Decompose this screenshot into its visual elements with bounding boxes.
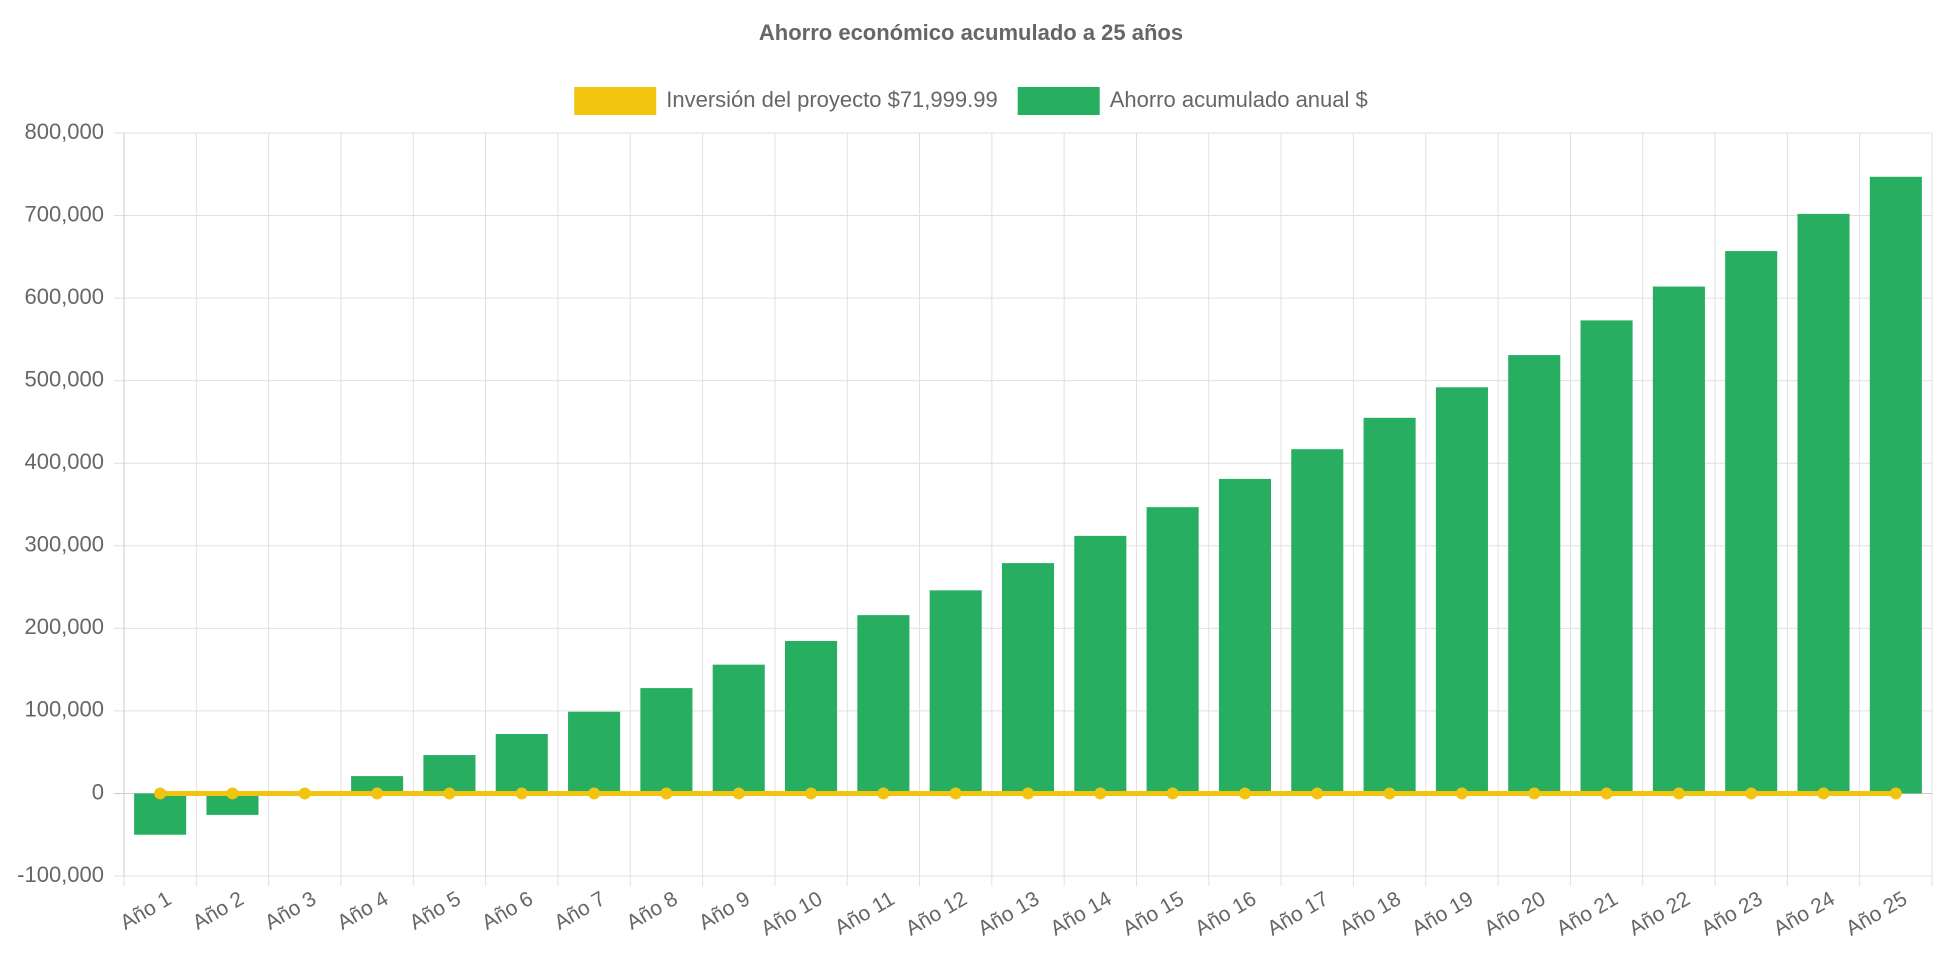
bar — [1291, 449, 1344, 794]
x-tick-label: Año 7 — [550, 887, 609, 934]
y-tick-label: 0 — [92, 779, 104, 804]
legend-swatch[interactable] — [574, 87, 657, 115]
y-tick-label: 300,000 — [24, 532, 104, 557]
x-tick-label: Año 3 — [261, 887, 320, 934]
point — [877, 787, 890, 800]
x-tick-label: Año 13 — [974, 887, 1043, 940]
point — [1889, 787, 1902, 800]
point — [1166, 787, 1179, 800]
bar — [1001, 563, 1055, 794]
point — [1022, 787, 1034, 800]
x-tick-label: Año 24 — [1770, 887, 1839, 940]
x-tick-label: Año 22 — [1625, 887, 1694, 940]
point — [1455, 787, 1468, 800]
chart-title: Ahorro económico acumulado a 25 años — [759, 20, 1183, 45]
x-tick-label: Año 25 — [1842, 887, 1911, 940]
bar — [640, 688, 693, 794]
x-tick-label: Año 5 — [406, 887, 465, 934]
bar — [351, 776, 404, 794]
point — [1238, 787, 1251, 800]
y-tick-label: 800,000 — [24, 119, 104, 144]
y-tick-label: 700,000 — [24, 201, 104, 226]
point — [732, 787, 745, 800]
x-tick-label: Año 21 — [1553, 887, 1622, 940]
x-tick-label: Año 2 — [189, 887, 248, 934]
point — [1094, 787, 1107, 800]
bar — [1146, 507, 1199, 794]
x-tick-label: Año 6 — [478, 887, 537, 934]
x-tick-label: Año 4 — [333, 887, 392, 935]
x-tick-label: Año 17 — [1263, 887, 1332, 940]
y-tick-label: 100,000 — [24, 697, 104, 722]
y-tick-label: 600,000 — [24, 284, 104, 309]
point — [154, 787, 167, 800]
bar — [1508, 355, 1561, 794]
x-tick-label: Año 10 — [757, 887, 826, 940]
point — [805, 787, 818, 800]
bar — [568, 711, 621, 794]
bar — [1580, 320, 1633, 794]
point — [1528, 787, 1541, 800]
bar — [712, 664, 765, 794]
x-tick-label: Año 14 — [1046, 887, 1115, 940]
x-tick-label: Año 18 — [1336, 887, 1405, 940]
point — [1817, 787, 1830, 800]
x-tick-label: Año 19 — [1408, 887, 1477, 940]
x-tick-label: Año 11 — [831, 887, 899, 939]
legend-swatch[interactable] — [1017, 87, 1100, 115]
bar — [423, 755, 476, 794]
point — [1311, 787, 1324, 800]
x-tick-label: Año 23 — [1697, 887, 1766, 940]
x-tick-label: Año 9 — [695, 887, 754, 934]
bar — [1363, 417, 1416, 794]
y-tick-label: -100,000 — [17, 862, 104, 887]
y-tick-label: 500,000 — [24, 366, 104, 391]
point — [949, 787, 962, 800]
bar — [1797, 213, 1850, 794]
legend-label[interactable]: Inversión del proyecto $71,999.99 — [666, 87, 997, 112]
x-tick-label: Año 16 — [1191, 887, 1260, 940]
legend-label[interactable]: Ahorro acumulado anual $ — [1110, 87, 1368, 112]
y-tick-label: 400,000 — [24, 449, 104, 474]
bar — [857, 615, 910, 794]
bar — [1218, 478, 1271, 794]
point — [588, 787, 601, 800]
point — [1600, 787, 1613, 800]
bar — [1652, 286, 1705, 794]
point — [226, 787, 239, 800]
x-tick-label: Año 8 — [623, 887, 682, 934]
x-tick-label: Año 20 — [1480, 887, 1549, 940]
bar — [929, 590, 982, 794]
point — [443, 787, 456, 800]
bar — [495, 734, 548, 794]
point — [298, 787, 311, 800]
point — [371, 787, 384, 800]
point — [1745, 787, 1758, 800]
bar — [1435, 387, 1488, 794]
y-tick-label: 200,000 — [24, 614, 104, 639]
bar — [1869, 176, 1922, 794]
bar — [206, 793, 259, 815]
x-tick-label: Año 12 — [902, 887, 971, 940]
x-tick-label: Año 1 — [116, 887, 175, 934]
bar — [134, 793, 187, 835]
point — [515, 787, 528, 800]
bar — [785, 640, 838, 794]
point — [1672, 787, 1685, 800]
bar — [1725, 251, 1778, 794]
point — [660, 787, 673, 800]
x-tick-label: Año 15 — [1119, 887, 1188, 940]
point — [1383, 787, 1396, 800]
bar — [1074, 535, 1127, 794]
